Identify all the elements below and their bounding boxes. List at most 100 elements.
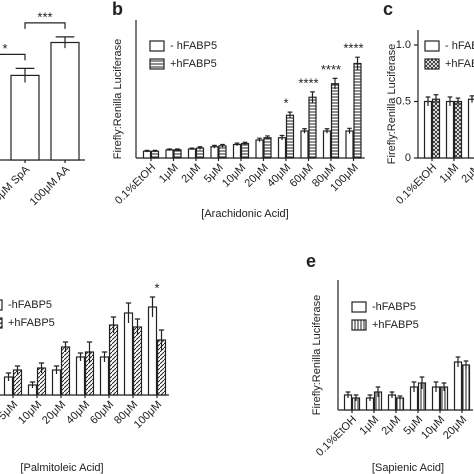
error-bar (455, 356, 461, 367)
error-bar (433, 94, 439, 104)
x-tick-label: 0.1%EtOH (113, 162, 158, 207)
bar (142, 150, 152, 159)
error-bar (302, 128, 307, 134)
x-tick-label: 1μM (437, 162, 461, 186)
legend-swatch (0, 317, 3, 329)
error-bar (38, 362, 45, 373)
error-bar (62, 341, 69, 352)
error-bar (197, 146, 203, 150)
bar (147, 306, 158, 396)
bar (345, 130, 354, 159)
error-bar (389, 391, 395, 398)
bar (431, 98, 441, 159)
legend-swatch (424, 58, 440, 70)
legend-label: - hFABP5 (170, 40, 217, 52)
legend-swatch (149, 58, 165, 70)
x-tick-label: 10μM (16, 399, 44, 427)
bar (187, 148, 197, 159)
error-bar (144, 149, 150, 153)
x-tick-label: 20μM (441, 414, 469, 442)
error-bar (355, 56, 360, 70)
error-bar (433, 381, 439, 392)
significance-label: * (154, 280, 159, 295)
error-bar (425, 96, 431, 107)
panel-label: e (306, 251, 316, 271)
legend-label: +hFABP5 (445, 58, 474, 70)
error-bar (5, 372, 12, 381)
significance-label: **** (321, 62, 341, 77)
error-bar (55, 36, 75, 49)
bar (461, 364, 471, 411)
significance-label: **** (343, 41, 363, 56)
legend-label: +hFABP5 (372, 319, 419, 331)
error-bar (332, 77, 338, 90)
error-bar (110, 316, 117, 333)
x-tick-label: 100μM AA (28, 163, 73, 208)
error-bar (257, 137, 262, 142)
bar (453, 100, 463, 159)
legend-label: +hFABP5 (170, 58, 217, 70)
y-axis-label: Firefly:Renilla Luciferase (112, 39, 124, 159)
bar (195, 147, 205, 159)
error-bar (14, 365, 21, 374)
bar (10, 74, 40, 161)
bar (263, 137, 272, 159)
error-bar (347, 127, 352, 134)
legend-label: -hFABP5 (372, 301, 416, 313)
bar (300, 130, 309, 159)
error-bar (29, 381, 36, 388)
error-bar (15, 67, 35, 83)
bar (322, 130, 332, 159)
bar (285, 114, 295, 159)
x-tick-label: 60μM (88, 399, 116, 427)
y-axis-label: Firefly:Renilla Luciferase (386, 44, 398, 164)
x-tick-label: 0.1%EtOH (394, 162, 439, 207)
y-tick-label: 0 (405, 152, 411, 164)
error-bar (397, 395, 403, 400)
bar (240, 143, 250, 159)
error-bar (53, 365, 60, 374)
bar (150, 150, 160, 159)
x-tick-label: 10μM (419, 414, 447, 442)
x-tick-label: 1μM (357, 414, 381, 438)
legend-swatch (149, 40, 165, 52)
legend-label: +hFABP5 (8, 317, 55, 329)
significance-label: * (283, 96, 288, 111)
x-tick-label: 10μM (220, 162, 248, 190)
error-bar (463, 360, 469, 369)
error-bar (441, 382, 447, 391)
bar (75, 356, 86, 396)
x-tick-label: 100μM (132, 399, 164, 431)
x-tick-label: 2μM (459, 162, 474, 186)
significance-label: * (2, 41, 7, 56)
error-bar (152, 149, 158, 153)
x-axis-label: [Arachidonic Acid] (201, 208, 288, 220)
error-bar (158, 329, 165, 350)
bar (277, 137, 287, 159)
bar (353, 62, 362, 159)
bar (330, 83, 340, 159)
error-bar (345, 391, 351, 398)
error-bar (287, 111, 293, 119)
error-bar (265, 135, 270, 140)
error-bar (134, 318, 141, 335)
x-tick-label: 20μM (243, 162, 271, 190)
error-bar (149, 296, 156, 317)
error-bar (310, 91, 315, 103)
bar (308, 96, 317, 159)
bar (232, 143, 242, 159)
x-tick-label: 100μM SpA (0, 163, 33, 213)
significance-label: *** (37, 9, 52, 24)
error-bar (175, 148, 180, 151)
bar (218, 145, 227, 159)
x-tick-label: 40μM (265, 162, 293, 190)
error-bar (353, 394, 359, 401)
y-tick-label: 0.5 (396, 95, 411, 107)
bar (60, 346, 71, 396)
error-bar (86, 341, 93, 362)
bar (132, 326, 143, 396)
legend-swatch (0, 299, 3, 311)
x-tick-label: 2μM (179, 162, 203, 186)
